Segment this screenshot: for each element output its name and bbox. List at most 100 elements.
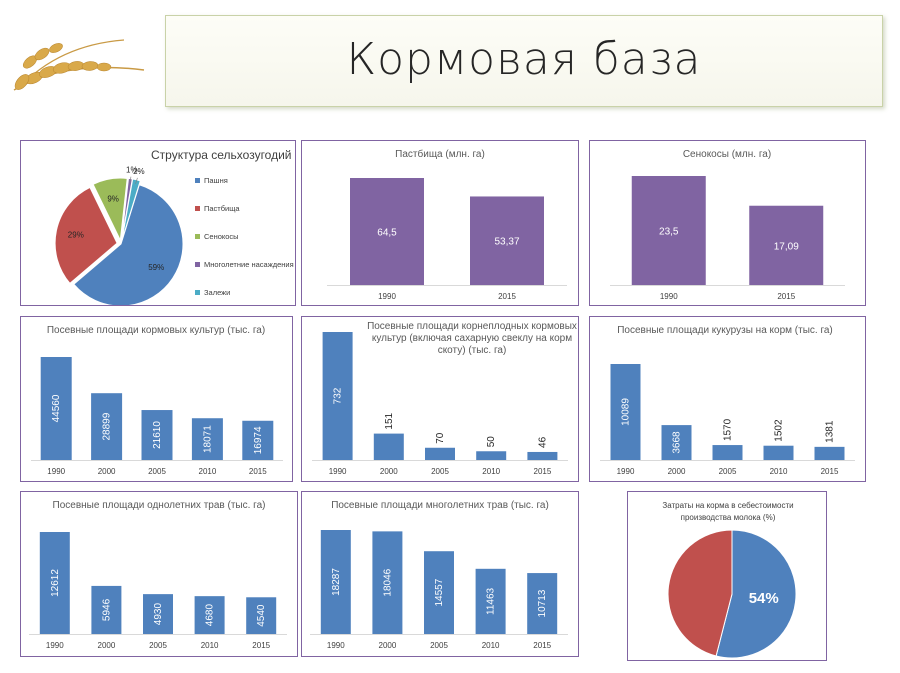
data-label: 11463 [486, 587, 497, 615]
bar-1990 [40, 357, 72, 460]
legend-label: Залежи [204, 288, 230, 297]
pie-label: 54% [749, 590, 779, 607]
x-tick-label: 1990 [327, 641, 345, 650]
title-banner: Кормовая база [165, 15, 883, 107]
chart-title: Затраты на корма в себестоимости [662, 501, 793, 510]
panel-corn: Посевные площади кукурузы на корм (тыс. … [589, 316, 866, 482]
bar-1990 [610, 364, 641, 460]
bar-2010 [194, 596, 225, 634]
data-label: 18287 [331, 568, 342, 596]
data-label: 53,37 [494, 237, 519, 248]
bar-2015 [470, 196, 544, 285]
data-label: 4540 [256, 604, 267, 627]
chart-title: Посевные площади многолетних трав (тыс. … [331, 500, 549, 511]
bar-2005 [143, 594, 173, 634]
bar-2010 [763, 445, 794, 460]
legend-swatch [195, 262, 200, 267]
x-tick-label: 2005 [431, 467, 449, 476]
data-label: 50 [486, 436, 497, 448]
bar-1990 [350, 178, 424, 285]
bar-2015 [527, 573, 558, 634]
data-label: 21610 [152, 421, 163, 449]
annual-grasses-bar-chart: Посевные площади однолетних трав (тыс. г… [29, 500, 287, 650]
feed-cost-pie-chart: Затраты на корма в себестоимости производ… [662, 501, 797, 659]
legend-swatch [195, 290, 200, 295]
x-tick-label: 2010 [199, 467, 217, 476]
x-tick-label: 2000 [379, 641, 397, 650]
x-tick-label: 1990 [329, 467, 347, 476]
x-tick-label: 2005 [148, 467, 166, 476]
pie-label: 29% [68, 231, 84, 240]
legend-swatch [195, 206, 200, 211]
bar-2015 [527, 451, 558, 460]
hayfields-bar-chart: Сенокосы (млн. га) 1990 23,5 2015 17,09 [610, 149, 845, 301]
x-tick-label: 2005 [719, 467, 737, 476]
legend-label: Многолетние насаждения [204, 260, 294, 269]
data-label: 10713 [537, 589, 548, 617]
x-tick-label: 2015 [533, 641, 551, 650]
legend-swatch [195, 178, 200, 183]
x-tick-label: 2010 [482, 467, 500, 476]
chart-title: Сенокосы (млн. га) [683, 149, 771, 160]
x-tick-label: 2015 [498, 292, 516, 301]
x-tick-label: 2000 [98, 467, 116, 476]
data-label: 732 [333, 387, 344, 404]
data-label: 10089 [621, 398, 632, 426]
bar-1990 [322, 332, 353, 460]
chart-title: скоту) (тыс. га) [438, 345, 507, 356]
data-label: 5946 [101, 598, 112, 621]
bar-2000 [91, 585, 122, 634]
perennial-grasses-bar-chart: Посевные площади многолетних трав (тыс. … [310, 500, 568, 650]
legend-label: Пашня [204, 176, 228, 185]
chart-title: Посевные площади однолетних трав (тыс. г… [53, 500, 266, 511]
x-tick-label: 1990 [660, 292, 678, 301]
data-label: 1502 [774, 419, 785, 442]
x-tick-label: 1990 [378, 292, 396, 301]
bar-2015 [749, 205, 824, 285]
x-tick-label: 1990 [617, 467, 635, 476]
panel-root-crops: Посевные площади корнеплодных кормовых ку… [301, 316, 579, 482]
bar-2000 [373, 433, 404, 460]
x-tick-label: 2005 [430, 641, 448, 650]
bar-1990 [320, 530, 351, 634]
bar-2015 [242, 420, 274, 460]
bar-2010 [476, 451, 507, 460]
data-label: 17,09 [774, 241, 799, 252]
bar-1990 [631, 176, 706, 285]
fodder-crops-bar-chart: Посевные площади кормовых культур (тыс. … [31, 325, 283, 476]
data-label: 64,5 [377, 228, 397, 239]
pastures-bar-chart: Пастбища (млн. га) 1990 64,5 2015 53,37 [327, 148, 567, 301]
panel-perennial-grasses: Посевные площади многолетних трав (тыс. … [301, 491, 579, 657]
panel-fodder-crops: Посевные площади кормовых культур (тыс. … [20, 316, 293, 482]
x-tick-label: 2010 [770, 467, 788, 476]
chart-title: Посевные площади кукурузы на корм (тыс. … [617, 325, 833, 336]
data-label: 23,5 [659, 227, 679, 238]
pie-slice-1 [667, 529, 733, 657]
corn-bar-chart: Посевные площади кукурузы на корм (тыс. … [600, 325, 855, 476]
data-label: 46 [537, 436, 548, 448]
page-title: Кормовая база [346, 34, 702, 85]
data-label: 18046 [382, 568, 393, 596]
data-label: 1570 [723, 418, 734, 441]
data-label: 4930 [153, 603, 164, 626]
data-label: 16974 [253, 426, 264, 454]
pie-label: 9% [107, 195, 119, 204]
pie-slice-2 [92, 177, 128, 242]
data-label: 4680 [205, 604, 216, 627]
x-tick-label: 2015 [777, 292, 795, 301]
data-label: 3668 [672, 431, 683, 454]
pie-label: 1% [126, 166, 138, 175]
panel-structure-pie: Структура сельхозугодий 59% 29% 9% 1% 2% Пашня… [20, 140, 296, 306]
leader-line [135, 177, 138, 184]
pie-label: 59% [148, 263, 164, 272]
pie-slice-0 [715, 529, 797, 659]
x-tick-label: 1990 [46, 641, 64, 650]
x-tick-label: 2000 [668, 467, 686, 476]
bar-2010 [191, 418, 223, 460]
x-tick-label: 2015 [252, 641, 270, 650]
x-tick-label: 2005 [149, 641, 167, 650]
panel-hayfields: Сенокосы (млн. га) 1990 23,5 2015 17,09 [589, 140, 866, 306]
pie-slice-0 [73, 184, 184, 305]
wheat-logo [13, 39, 145, 91]
chart-title: Структура сельхозугодий [151, 148, 292, 162]
